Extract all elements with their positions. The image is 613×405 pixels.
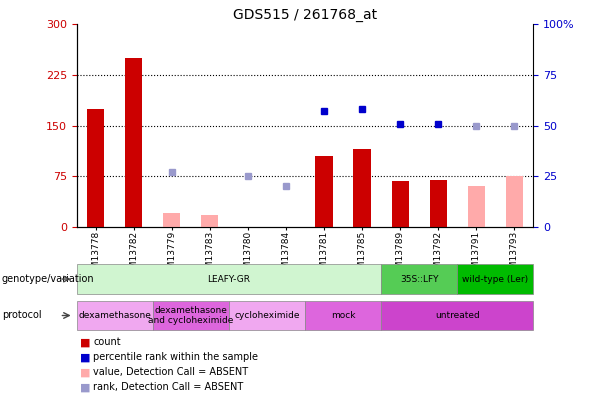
Text: genotype/variation: genotype/variation [2,274,94,284]
Text: 35S::LFY: 35S::LFY [400,275,438,284]
Text: wild-type (Ler): wild-type (Ler) [462,275,528,284]
Bar [163,213,180,227]
Bar [430,179,447,227]
Text: dexamethasone
and cycloheximide: dexamethasone and cycloheximide [148,306,234,325]
Bar [392,181,409,227]
Text: ■: ■ [80,367,90,377]
Text: value, Detection Call = ABSENT: value, Detection Call = ABSENT [93,367,248,377]
Text: protocol: protocol [2,311,42,320]
Text: untreated: untreated [435,311,479,320]
Text: rank, Detection Call = ABSENT: rank, Detection Call = ABSENT [93,382,243,392]
Text: mock: mock [331,311,356,320]
Text: count: count [93,337,121,347]
Text: percentile rank within the sample: percentile rank within the sample [93,352,258,362]
Bar [468,186,485,227]
Title: GDS515 / 261768_at: GDS515 / 261768_at [233,8,377,22]
Text: LEAFY-GR: LEAFY-GR [207,275,250,284]
Bar [506,176,523,227]
Text: ■: ■ [80,352,90,362]
Bar [354,149,371,227]
Text: cycloheximide: cycloheximide [234,311,300,320]
Text: dexamethasone: dexamethasone [78,311,151,320]
Text: ■: ■ [80,382,90,392]
Bar [87,109,104,227]
Text: ■: ■ [80,337,90,347]
Bar [316,156,333,227]
Bar [201,215,218,227]
Bar [125,58,142,227]
